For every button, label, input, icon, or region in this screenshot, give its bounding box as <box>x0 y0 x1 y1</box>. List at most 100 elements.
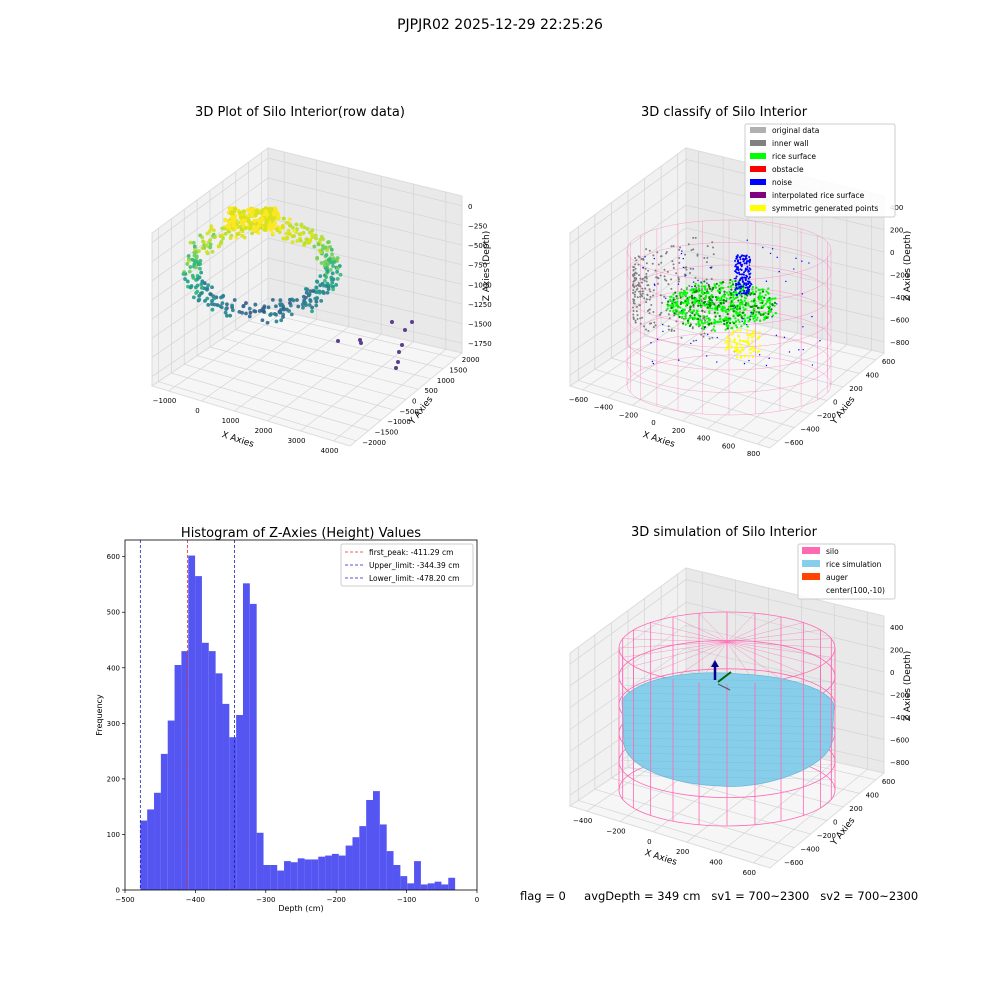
point <box>717 297 720 300</box>
point <box>201 239 205 244</box>
silo-roof-strut <box>622 641 728 658</box>
point <box>645 277 648 280</box>
point <box>244 301 248 305</box>
point <box>210 307 215 312</box>
point <box>696 309 699 312</box>
point <box>645 301 648 304</box>
point <box>197 293 202 298</box>
point <box>323 278 327 283</box>
point <box>718 291 721 295</box>
point <box>707 283 710 287</box>
point <box>652 326 655 329</box>
point <box>708 287 712 290</box>
point <box>693 296 696 299</box>
point <box>748 256 751 259</box>
point <box>330 252 334 257</box>
point <box>708 337 711 340</box>
point <box>737 262 740 265</box>
point <box>672 244 675 247</box>
point <box>762 246 764 249</box>
point <box>394 366 398 370</box>
point <box>747 270 750 273</box>
raw-plot-title: 3D Plot of Silo Interior(row data) <box>195 105 405 120</box>
point <box>734 277 737 280</box>
point <box>243 225 249 231</box>
point <box>699 304 702 307</box>
point <box>335 269 340 274</box>
point <box>203 298 207 303</box>
point <box>732 296 735 299</box>
point <box>746 325 749 328</box>
point <box>740 265 743 268</box>
point <box>760 288 764 291</box>
rice-mesh-line <box>623 767 835 773</box>
histogram-x-axis-label: Depth (cm) <box>278 904 323 913</box>
x-tick-label: 200 <box>676 848 689 856</box>
point <box>733 349 736 352</box>
legend-swatch <box>802 560 820 567</box>
point <box>678 292 682 295</box>
point <box>743 292 746 295</box>
point <box>740 325 743 328</box>
histogram-bar <box>311 859 319 890</box>
point <box>679 306 682 309</box>
y-tick-label: −600 <box>784 439 803 447</box>
z-tick-label: −1500 <box>468 321 492 329</box>
point <box>717 320 721 323</box>
point <box>295 298 299 302</box>
point <box>212 296 217 301</box>
point <box>639 285 642 288</box>
point <box>752 317 755 320</box>
point <box>643 325 646 328</box>
point <box>308 289 313 294</box>
point <box>726 336 729 339</box>
point <box>764 302 768 305</box>
point <box>670 287 673 290</box>
point <box>695 286 698 289</box>
grid-line <box>611 357 811 415</box>
grid-line <box>151 277 463 358</box>
point <box>729 318 732 321</box>
point <box>703 311 706 314</box>
point <box>684 293 687 297</box>
point <box>309 231 314 236</box>
point <box>282 216 286 221</box>
rice-mesh-line <box>623 760 835 765</box>
point <box>722 309 725 312</box>
point <box>697 313 700 316</box>
grid-line <box>171 372 369 431</box>
point <box>762 313 765 316</box>
point <box>692 305 695 308</box>
point <box>679 246 682 249</box>
point <box>332 260 337 264</box>
point <box>666 270 669 273</box>
histogram-bar <box>229 737 237 890</box>
point <box>685 268 688 271</box>
point <box>742 339 745 343</box>
point <box>648 312 651 315</box>
point <box>729 285 732 288</box>
point <box>335 277 340 281</box>
point <box>674 291 677 294</box>
point <box>642 258 645 261</box>
point <box>330 280 335 285</box>
auger-green-arrow <box>717 671 732 683</box>
point <box>655 276 658 279</box>
point <box>740 277 743 280</box>
point <box>752 307 756 310</box>
y-tick-label: −1000 <box>387 418 411 426</box>
point <box>730 345 733 348</box>
point <box>744 308 747 311</box>
point <box>685 311 688 314</box>
point <box>714 286 718 289</box>
point <box>755 310 758 314</box>
point <box>744 286 747 289</box>
point <box>707 303 710 306</box>
histogram-bar <box>277 870 285 890</box>
point <box>197 261 202 266</box>
point <box>746 302 749 305</box>
point <box>710 277 713 280</box>
point <box>700 298 703 301</box>
legend-swatch <box>750 192 766 198</box>
histogram-ticks: −500 −400 −300 −200 −100 0 0 100 200 300 400 500 600 <box>107 553 480 904</box>
